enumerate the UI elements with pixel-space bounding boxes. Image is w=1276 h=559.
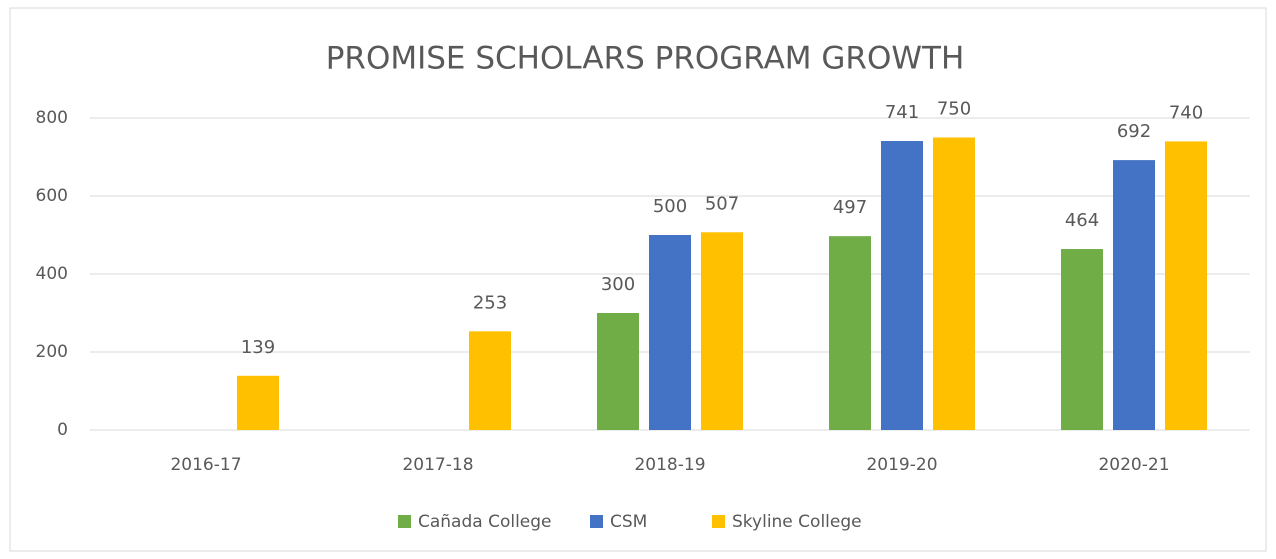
bar: [649, 235, 691, 430]
x-tick-label: 2017-18: [402, 455, 473, 475]
bar: [881, 141, 923, 430]
y-tick-label: 200: [36, 342, 68, 362]
value-label: 750: [937, 99, 971, 120]
value-label: 497: [833, 197, 867, 218]
x-tick-label: 2020-21: [1098, 455, 1169, 475]
value-label: 253: [473, 292, 507, 313]
value-label: 741: [885, 102, 919, 123]
y-tick-label: 600: [36, 186, 68, 206]
bar: [701, 232, 743, 430]
value-label: 500: [653, 196, 687, 217]
legend-swatch: [712, 515, 725, 528]
value-label: 300: [601, 274, 635, 295]
bar: [933, 137, 975, 430]
bar: [469, 331, 511, 430]
bar: [1061, 249, 1103, 430]
value-label: 464: [1065, 210, 1099, 231]
legend-label: CSM: [610, 512, 647, 532]
x-tick-label: 2016-17: [170, 455, 241, 475]
value-label: 507: [705, 193, 739, 214]
legend-swatch: [590, 515, 603, 528]
chart-title: PROMISE SCHOLARS PROGRAM GROWTH: [326, 41, 965, 77]
value-label: 139: [241, 337, 275, 358]
y-tick-label: 0: [57, 420, 68, 440]
bar: [597, 313, 639, 430]
bar: [829, 236, 871, 430]
bar: [1165, 141, 1207, 430]
y-tick-label: 800: [36, 108, 68, 128]
y-tick-label: 400: [36, 264, 68, 284]
bar: [237, 375, 279, 430]
legend-label: Skyline College: [732, 512, 862, 532]
value-label: 740: [1169, 102, 1203, 123]
x-tick-label: 2019-20: [866, 455, 937, 475]
bar: [1113, 160, 1155, 430]
chart-border: [9, 7, 1267, 552]
value-label: 692: [1117, 121, 1151, 142]
legend-swatch: [398, 515, 411, 528]
legend-label: Cañada College: [418, 512, 552, 532]
x-tick-label: 2018-19: [634, 455, 705, 475]
